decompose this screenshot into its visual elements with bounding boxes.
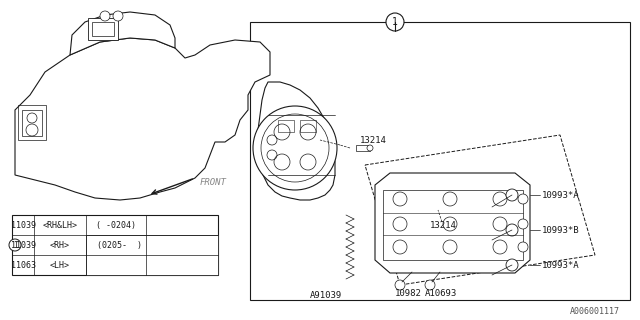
Circle shape (506, 189, 518, 201)
Polygon shape (258, 82, 335, 200)
Bar (250, 22, 630, 300)
Circle shape (493, 240, 507, 254)
Bar (22, 110, 42, 136)
Text: 10982: 10982 (395, 289, 422, 298)
Circle shape (253, 106, 337, 190)
Polygon shape (375, 173, 530, 273)
Circle shape (493, 217, 507, 231)
Polygon shape (15, 38, 270, 200)
Polygon shape (365, 135, 595, 285)
Circle shape (443, 240, 457, 254)
Circle shape (518, 242, 528, 252)
Text: 11063: 11063 (10, 260, 35, 269)
Circle shape (393, 192, 407, 206)
Circle shape (506, 224, 518, 236)
Circle shape (300, 124, 316, 140)
Text: FRONT: FRONT (200, 178, 227, 187)
Circle shape (386, 13, 404, 31)
Text: <LH>: <LH> (50, 260, 70, 269)
Bar (92, 22, 114, 36)
Circle shape (443, 192, 457, 206)
Text: <RH>: <RH> (50, 241, 70, 250)
Bar (278, 120, 294, 132)
Text: A006001117: A006001117 (570, 308, 620, 316)
Text: 13214: 13214 (430, 220, 457, 229)
Circle shape (300, 154, 316, 170)
Text: 10993*A: 10993*A (542, 260, 580, 269)
Circle shape (100, 11, 110, 21)
Bar (383, 190, 523, 260)
Text: A10693: A10693 (425, 289, 457, 298)
Text: 1: 1 (13, 241, 17, 250)
Circle shape (506, 259, 518, 271)
Circle shape (9, 239, 21, 251)
Circle shape (393, 240, 407, 254)
Text: 13214: 13214 (360, 135, 387, 145)
Text: 11039: 11039 (10, 241, 35, 250)
Circle shape (274, 124, 290, 140)
Text: 1: 1 (392, 17, 398, 27)
Circle shape (367, 145, 373, 151)
Text: 10993*A: 10993*A (542, 190, 580, 199)
Bar (86, 235, 218, 275)
Bar (300, 120, 316, 132)
Circle shape (443, 217, 457, 231)
Text: 10993*B: 10993*B (542, 226, 580, 235)
Circle shape (518, 219, 528, 229)
Text: A91039: A91039 (310, 291, 342, 300)
Circle shape (425, 280, 435, 290)
Bar (18, 105, 46, 140)
Bar (12, 215, 218, 275)
Circle shape (261, 114, 329, 182)
Circle shape (393, 217, 407, 231)
Bar (88, 18, 118, 40)
Text: <RH&LH>: <RH&LH> (42, 220, 77, 229)
Circle shape (518, 194, 528, 204)
Polygon shape (70, 12, 175, 55)
Circle shape (274, 154, 290, 170)
Circle shape (395, 280, 405, 290)
Circle shape (493, 192, 507, 206)
Circle shape (113, 11, 123, 21)
Text: ( -0204): ( -0204) (96, 220, 136, 229)
Bar (356, 145, 370, 151)
Text: 11039: 11039 (10, 220, 35, 229)
Text: (0205-  ): (0205- ) (97, 241, 141, 250)
